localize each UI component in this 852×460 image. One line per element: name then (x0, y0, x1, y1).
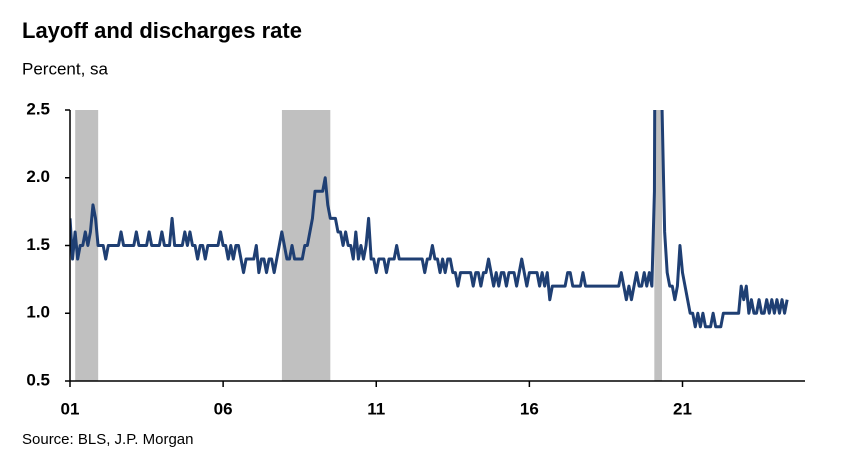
y-tick-label: 2.0 (26, 167, 50, 186)
x-tick-label: 01 (61, 399, 80, 418)
x-tick-label: 06 (214, 399, 233, 418)
y-tick-label: 1.0 (26, 303, 50, 322)
recession-shade (654, 110, 662, 381)
axes: 0.5 1.0 1.5 2.0 2.5 01 06 11 16 21 (26, 99, 805, 418)
data-line (70, 110, 789, 329)
y-tick-label: 1.5 (26, 235, 50, 254)
source-note: Source: BLS, J.P. Morgan (22, 431, 193, 448)
x-tick-label: 16 (520, 399, 539, 418)
plot-area (70, 110, 789, 329)
x-tick-label: 11 (367, 399, 385, 418)
chart-title: Layoff and discharges rate (22, 18, 302, 43)
chart-subtitle: Percent, sa (22, 59, 109, 78)
y-tick-label: 2.5 (26, 99, 50, 118)
y-tick-label: 0.5 (26, 370, 50, 389)
x-tick-label: 21 (673, 399, 692, 418)
